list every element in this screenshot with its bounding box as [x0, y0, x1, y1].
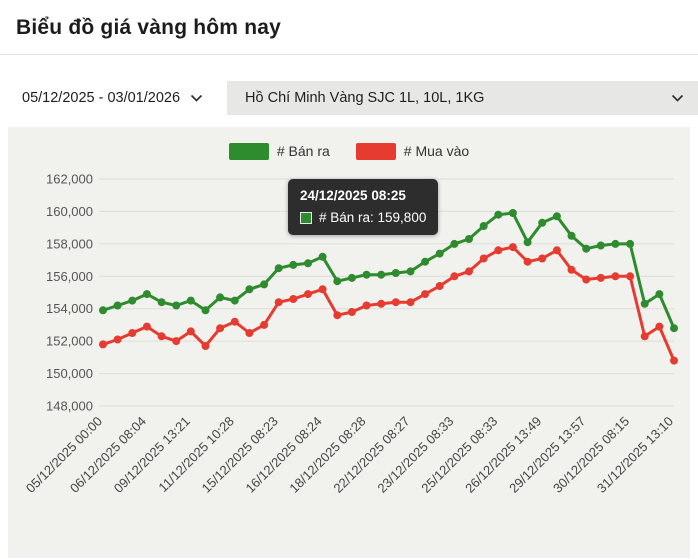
svg-text:05/12/2025 00:00: 05/12/2025 00:00 — [23, 414, 105, 496]
tooltip-row: # Bán ra: 159,800 — [300, 210, 426, 225]
filter-row: 05/12/2025 - 03/01/2026 Hồ Chí Minh Vàng… — [8, 81, 698, 115]
gold-price-chart-panel: # Bán ra # Mua vào 148,000 150,000 152,000 1… — [8, 127, 690, 558]
svg-text:29/12/2025 13:57: 29/12/2025 13:57 — [506, 414, 588, 496]
svg-text:11/12/2025 10:28: 11/12/2025 10:28 — [155, 414, 236, 495]
svg-text:23/12/2025 08:33: 23/12/2025 08:33 — [374, 414, 456, 496]
chart-tooltip: 24/12/2025 08:25 # Bán ra: 159,800 — [288, 179, 439, 235]
tooltip-series-marker — [300, 211, 312, 224]
page-header: Biểu đồ giá vàng hôm nay — [0, 0, 698, 55]
svg-text:25/12/2025 08:33: 25/12/2025 08:33 — [418, 414, 500, 496]
svg-text:30/12/2025 08:15: 30/12/2025 08:15 — [550, 414, 632, 496]
market-value: Hồ Chí Minh Vàng SJC 1L, 10L, 1KG — [245, 90, 485, 106]
chart-legend: # Bán ra # Mua vào — [8, 127, 690, 161]
svg-text:09/12/2025 13:21: 09/12/2025 13:21 — [111, 414, 193, 496]
svg-text:31/12/2025 13:10: 31/12/2025 13:10 — [594, 414, 676, 496]
legend-item[interactable]: # Mua vào — [355, 142, 470, 160]
date-range-value: 05/12/2025 - 03/01/2026 — [22, 90, 181, 106]
legend-label: # Mua vào — [403, 143, 470, 159]
legend-label: # Bán ra — [276, 143, 330, 159]
svg-text:156,000: 156,000 — [46, 269, 93, 284]
svg-text:162,000: 162,000 — [46, 172, 93, 187]
tooltip-series-value: # Bán ra: 159,800 — [319, 210, 427, 225]
svg-text:18/12/2025 08:28: 18/12/2025 08:28 — [286, 414, 368, 496]
legend-swatch-icon — [228, 142, 269, 160]
svg-text:148,000: 148,000 — [46, 399, 93, 414]
svg-text:26/12/2025 13:49: 26/12/2025 13:49 — [462, 414, 544, 496]
date-range-select[interactable]: 05/12/2025 - 03/01/2026 — [8, 81, 210, 115]
tooltip-date: 24/12/2025 08:25 — [300, 188, 406, 203]
svg-text:154,000: 154,000 — [46, 301, 93, 316]
legend-swatch-icon — [355, 142, 396, 160]
svg-text:15/12/2025 08:23: 15/12/2025 08:23 — [199, 414, 281, 496]
svg-text:150,000: 150,000 — [46, 366, 93, 381]
svg-text:22/12/2025 08:27: 22/12/2025 08:27 — [330, 414, 412, 496]
gold-price-chart[interactable]: 148,000 150,000 152,000 154,000 156,000 158,0… — [8, 161, 690, 558]
chevron-down-icon — [671, 94, 684, 103]
svg-text:158,000: 158,000 — [46, 236, 93, 251]
svg-text:152,000: 152,000 — [46, 334, 93, 349]
svg-text:16/12/2025 08:24: 16/12/2025 08:24 — [243, 414, 325, 496]
svg-text:06/12/2025 08:04: 06/12/2025 08:04 — [67, 414, 149, 496]
market-select[interactable]: Hồ Chí Minh Vàng SJC 1L, 10L, 1KG — [227, 81, 698, 115]
page-title: Biểu đồ giá vàng hôm nay — [16, 16, 282, 39]
chevron-down-icon — [190, 94, 203, 103]
legend-item[interactable]: # Bán ra — [228, 142, 330, 160]
svg-text:160,000: 160,000 — [46, 204, 93, 219]
